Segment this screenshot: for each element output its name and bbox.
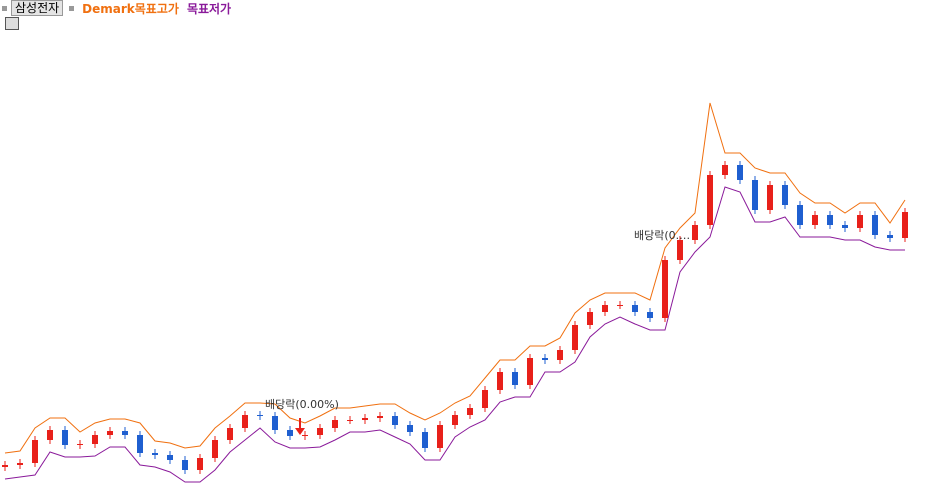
candle-body (302, 435, 308, 436)
candle-body (677, 240, 683, 260)
candle-body (662, 260, 668, 318)
candle-body (797, 205, 803, 225)
candle-body (632, 305, 638, 312)
candle-body (182, 460, 188, 470)
candle-body (47, 430, 53, 440)
candle-body (902, 212, 908, 238)
legend: 삼성전자 Demark목표고가 목표저가 (0, 0, 231, 16)
candle-body (242, 415, 248, 428)
candle-body (692, 225, 698, 240)
candle-body (137, 435, 143, 453)
candle-body (542, 358, 548, 360)
candle-body (872, 215, 878, 235)
candle-body (2, 465, 8, 467)
candle-body (407, 425, 413, 432)
candle-body (62, 430, 68, 445)
candle-body (812, 215, 818, 225)
candle-body (197, 458, 203, 470)
candle-body (512, 372, 518, 385)
candle-body (227, 428, 233, 440)
candle-body (887, 235, 893, 238)
candle-body (347, 420, 353, 421)
candle-body (557, 350, 563, 360)
candle-body (17, 463, 23, 465)
candle-body (272, 416, 278, 430)
candle-body (752, 180, 758, 210)
candle-body (422, 432, 428, 448)
candle-body (482, 390, 488, 408)
candle-body (497, 372, 503, 390)
candle-body (152, 453, 158, 455)
candle-body (827, 215, 833, 225)
candle-body (617, 305, 623, 306)
annotation-arrow-head (295, 428, 305, 435)
candle-body (362, 418, 368, 420)
candle-body (572, 325, 578, 350)
candle-body (467, 408, 473, 415)
legend-entry[interactable]: Demark목표고가 (82, 1, 179, 16)
candle-body (737, 165, 743, 180)
candle-body (92, 435, 98, 444)
candle-body (122, 431, 128, 435)
candle-body (107, 431, 113, 435)
candle-body (317, 428, 323, 435)
target-line (4, 186, 905, 483)
candle-body (212, 440, 218, 458)
candle-body (392, 416, 398, 425)
candle-body (707, 175, 713, 225)
candle-body (167, 455, 173, 460)
candle-body (602, 305, 608, 312)
candle-body (32, 440, 38, 463)
candle-body (857, 215, 863, 228)
annotation: 배당락(0.… (634, 229, 690, 242)
candle-body (77, 444, 83, 445)
candle-body (647, 312, 653, 318)
candle-body (437, 425, 443, 448)
legend-icon (69, 5, 75, 11)
candle-body (377, 416, 383, 418)
candle-body (287, 430, 293, 436)
candle-body (782, 185, 788, 205)
grid-icon[interactable] (5, 17, 19, 30)
candle-body (722, 165, 728, 175)
candle-body (527, 358, 533, 385)
legend-icon (2, 5, 7, 11)
candle-body (332, 420, 338, 428)
candle-body (767, 185, 773, 210)
candle-body (587, 312, 593, 325)
candle-body (257, 415, 263, 416)
target-line (4, 102, 906, 454)
candle-body (842, 225, 848, 228)
candle-body (452, 415, 458, 425)
legend-symbol[interactable]: 삼성전자 (11, 0, 64, 16)
annotation: 배당락(0.00%) (265, 398, 339, 411)
legend-entry[interactable]: 목표저가 (186, 1, 232, 16)
